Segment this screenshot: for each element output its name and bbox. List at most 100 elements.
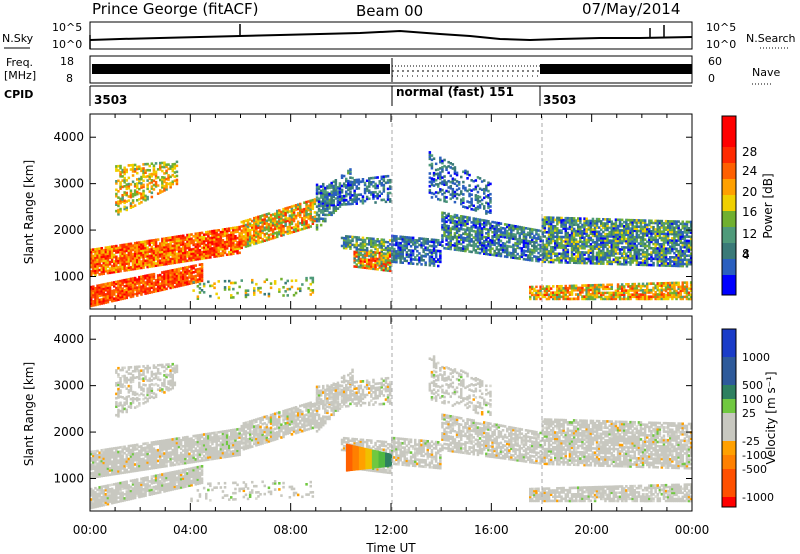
data-cell <box>194 268 197 272</box>
data-cell <box>165 237 168 240</box>
data-cell <box>466 247 469 251</box>
data-cell <box>407 236 411 239</box>
data-cell <box>238 242 241 246</box>
data-cell <box>223 251 227 255</box>
data-cell <box>221 239 225 242</box>
data-cell <box>395 235 398 238</box>
data-cell <box>545 243 549 247</box>
data-cell <box>106 282 110 285</box>
data-cell <box>273 225 277 229</box>
data-cell <box>228 229 231 233</box>
data-cell <box>142 288 145 291</box>
data-cell <box>424 252 427 256</box>
data-cell <box>171 169 174 173</box>
data-cell <box>374 255 377 258</box>
data-cell <box>591 219 595 223</box>
data-cell <box>194 247 197 251</box>
data-cell <box>512 228 515 232</box>
data-cell <box>186 238 189 241</box>
data-cell <box>190 254 193 258</box>
data-cell <box>455 239 459 243</box>
data-cell <box>510 230 513 234</box>
data-cell <box>512 237 515 240</box>
data-cell <box>286 230 289 233</box>
data-cell <box>290 213 294 217</box>
data-cell <box>503 231 507 235</box>
data-cell <box>520 253 524 256</box>
data-cell <box>259 234 262 237</box>
data-cell <box>388 263 392 266</box>
data-cell <box>257 239 260 242</box>
data-cell <box>608 252 611 255</box>
data-cell <box>269 228 273 232</box>
data-cell <box>589 249 593 252</box>
data-cell <box>549 237 553 241</box>
data-cell <box>570 231 574 235</box>
data-cell <box>537 229 540 232</box>
data-cell <box>545 222 549 226</box>
data-cell <box>246 227 250 230</box>
data-cell <box>480 235 484 239</box>
data-cell <box>391 247 394 251</box>
data-cell <box>319 209 323 212</box>
data-cell <box>443 226 446 229</box>
data-cell <box>146 259 149 262</box>
data-cell <box>562 227 565 230</box>
data-cell <box>359 253 363 257</box>
data-cell <box>535 239 538 242</box>
data-cell <box>564 250 567 254</box>
data-cell <box>167 256 170 259</box>
data-cell <box>113 247 116 250</box>
data-cell <box>259 230 262 233</box>
data-cell <box>242 228 246 232</box>
data-cell <box>269 237 273 241</box>
data-cell <box>493 235 496 238</box>
data-cell <box>100 255 103 259</box>
data-cell <box>119 209 122 213</box>
data-cell <box>564 261 567 264</box>
data-cell <box>545 218 549 221</box>
data-cell <box>524 239 528 243</box>
data-cell <box>92 265 95 269</box>
data-cell <box>317 217 321 221</box>
data-cell <box>142 242 145 246</box>
data-cell <box>380 238 383 241</box>
data-cell <box>219 243 223 247</box>
data-cell <box>328 207 331 210</box>
data-cell <box>156 244 160 248</box>
data-cell <box>125 262 128 265</box>
data-cell <box>606 260 609 263</box>
data-cell <box>106 288 110 292</box>
data-cell <box>146 242 149 245</box>
data-cell <box>478 218 482 222</box>
data-cell <box>577 253 580 256</box>
data-cell <box>393 258 396 262</box>
data-cell <box>579 238 582 241</box>
data-cell <box>161 248 164 251</box>
data-cell <box>491 235 494 238</box>
data-cell <box>136 278 139 281</box>
data-cell <box>309 203 312 207</box>
data-cell <box>138 287 141 291</box>
data-cell <box>127 288 131 291</box>
data-cell <box>587 259 590 263</box>
data-cell <box>460 223 463 227</box>
data-cell <box>129 168 133 171</box>
data-cell <box>353 252 356 256</box>
data-cell <box>179 236 183 240</box>
data-cell <box>156 251 160 254</box>
data-cell <box>315 219 319 223</box>
data-cell <box>322 209 325 212</box>
data-cell <box>184 257 187 261</box>
data-cell <box>253 242 256 246</box>
data-cell <box>133 286 137 290</box>
data-cell <box>136 178 139 181</box>
data-cell <box>368 267 371 270</box>
data-cell <box>380 242 383 245</box>
data-cell <box>370 243 373 246</box>
data-cell <box>460 215 463 218</box>
data-cell <box>219 239 223 242</box>
data-cell <box>190 233 193 236</box>
data-cell <box>179 260 183 264</box>
data-cell <box>510 224 513 227</box>
